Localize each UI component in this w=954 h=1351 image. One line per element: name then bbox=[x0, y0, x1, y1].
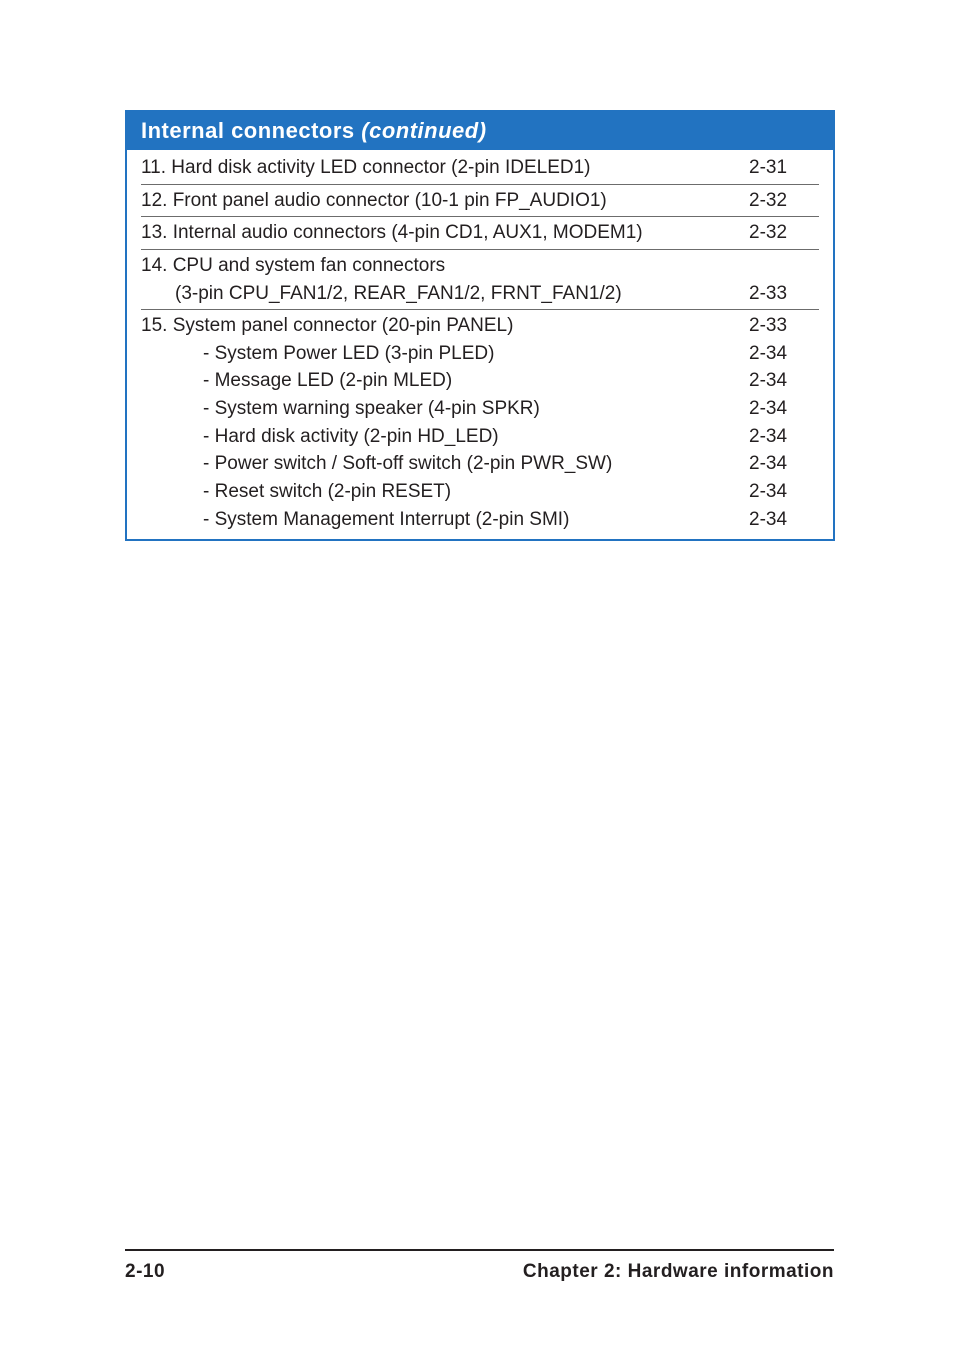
table-sub-row: - Message LED (2-pin MLED) 2-34 bbox=[141, 367, 819, 395]
table-row: 12. Front panel audio connector (10-1 pi… bbox=[141, 187, 819, 215]
table-sub-row: - Power switch / Soft-off switch (2-pin … bbox=[141, 450, 819, 478]
row-page: 2-33 bbox=[749, 281, 819, 307]
table-row-continuation: (3-pin CPU_FAN1/2, REAR_FAN1/2, FRNT_FAN… bbox=[141, 280, 819, 308]
sub-row-label: - Reset switch (2-pin RESET) bbox=[141, 479, 749, 505]
table-title: Internal connectors bbox=[141, 118, 355, 143]
sub-row-label: - Message LED (2-pin MLED) bbox=[141, 368, 749, 394]
table-row: 11. Hard disk activity LED connector (2-… bbox=[141, 154, 819, 182]
row-divider bbox=[141, 184, 819, 185]
row-label: 11. Hard disk activity LED connector (2-… bbox=[141, 155, 749, 181]
sub-row-page: 2-34 bbox=[749, 424, 819, 450]
sub-row-label: - Power switch / Soft-off switch (2-pin … bbox=[141, 451, 749, 477]
table-row: 14. CPU and system fan connectors bbox=[141, 252, 819, 280]
table-sub-row: - Hard disk activity (2-pin HD_LED) 2-34 bbox=[141, 423, 819, 451]
row-divider bbox=[141, 249, 819, 250]
row-divider bbox=[141, 309, 819, 310]
sub-row-page: 2-34 bbox=[749, 479, 819, 505]
row-label: (3-pin CPU_FAN1/2, REAR_FAN1/2, FRNT_FAN… bbox=[141, 281, 749, 307]
row-divider bbox=[141, 216, 819, 217]
table-sub-row: - System warning speaker (4-pin SPKR) 2-… bbox=[141, 395, 819, 423]
row-page: 2-32 bbox=[749, 220, 819, 246]
sub-row-label: - Hard disk activity (2-pin HD_LED) bbox=[141, 424, 749, 450]
row-label: 15. System panel connector (20-pin PANEL… bbox=[141, 313, 749, 339]
row-page: 2-32 bbox=[749, 188, 819, 214]
table-row: 15. System panel connector (20-pin PANEL… bbox=[141, 312, 819, 340]
table-sub-row: - System Management Interrupt (2-pin SMI… bbox=[141, 506, 819, 534]
row-page: 2-31 bbox=[749, 155, 819, 181]
sub-row-page: 2-34 bbox=[749, 341, 819, 367]
row-label: 14. CPU and system fan connectors bbox=[141, 253, 749, 279]
table-body: 11. Hard disk activity LED connector (2-… bbox=[127, 150, 833, 539]
page-number: 2-10 bbox=[125, 1261, 165, 1283]
page-container: Internal connectors (continued) 11. Hard… bbox=[0, 0, 954, 1351]
footer-divider bbox=[125, 1249, 834, 1251]
row-page bbox=[749, 253, 819, 279]
row-label: 13. Internal audio connectors (4-pin CD1… bbox=[141, 220, 749, 246]
footer-content: 2-10 Chapter 2: Hardware information bbox=[125, 1261, 834, 1283]
table-continued: (continued) bbox=[361, 118, 486, 143]
connectors-table: Internal connectors (continued) 11. Hard… bbox=[125, 110, 835, 541]
row-label: 12. Front panel audio connector (10-1 pi… bbox=[141, 188, 749, 214]
sub-row-label: - System Management Interrupt (2-pin SMI… bbox=[141, 507, 749, 533]
table-sub-row: - Reset switch (2-pin RESET) 2-34 bbox=[141, 478, 819, 506]
sub-row-label: - System warning speaker (4-pin SPKR) bbox=[141, 396, 749, 422]
table-sub-row: - System Power LED (3-pin PLED) 2-34 bbox=[141, 340, 819, 368]
chapter-title: Chapter 2: Hardware information bbox=[523, 1261, 834, 1283]
sub-row-page: 2-34 bbox=[749, 396, 819, 422]
sub-row-page: 2-34 bbox=[749, 368, 819, 394]
sub-row-label: - System Power LED (3-pin PLED) bbox=[141, 341, 749, 367]
sub-row-page: 2-34 bbox=[749, 507, 819, 533]
table-row: 13. Internal audio connectors (4-pin CD1… bbox=[141, 219, 819, 247]
page-footer: 2-10 Chapter 2: Hardware information bbox=[125, 1249, 834, 1283]
table-header: Internal connectors (continued) bbox=[127, 112, 833, 150]
row-page: 2-33 bbox=[749, 313, 819, 339]
sub-row-page: 2-34 bbox=[749, 451, 819, 477]
